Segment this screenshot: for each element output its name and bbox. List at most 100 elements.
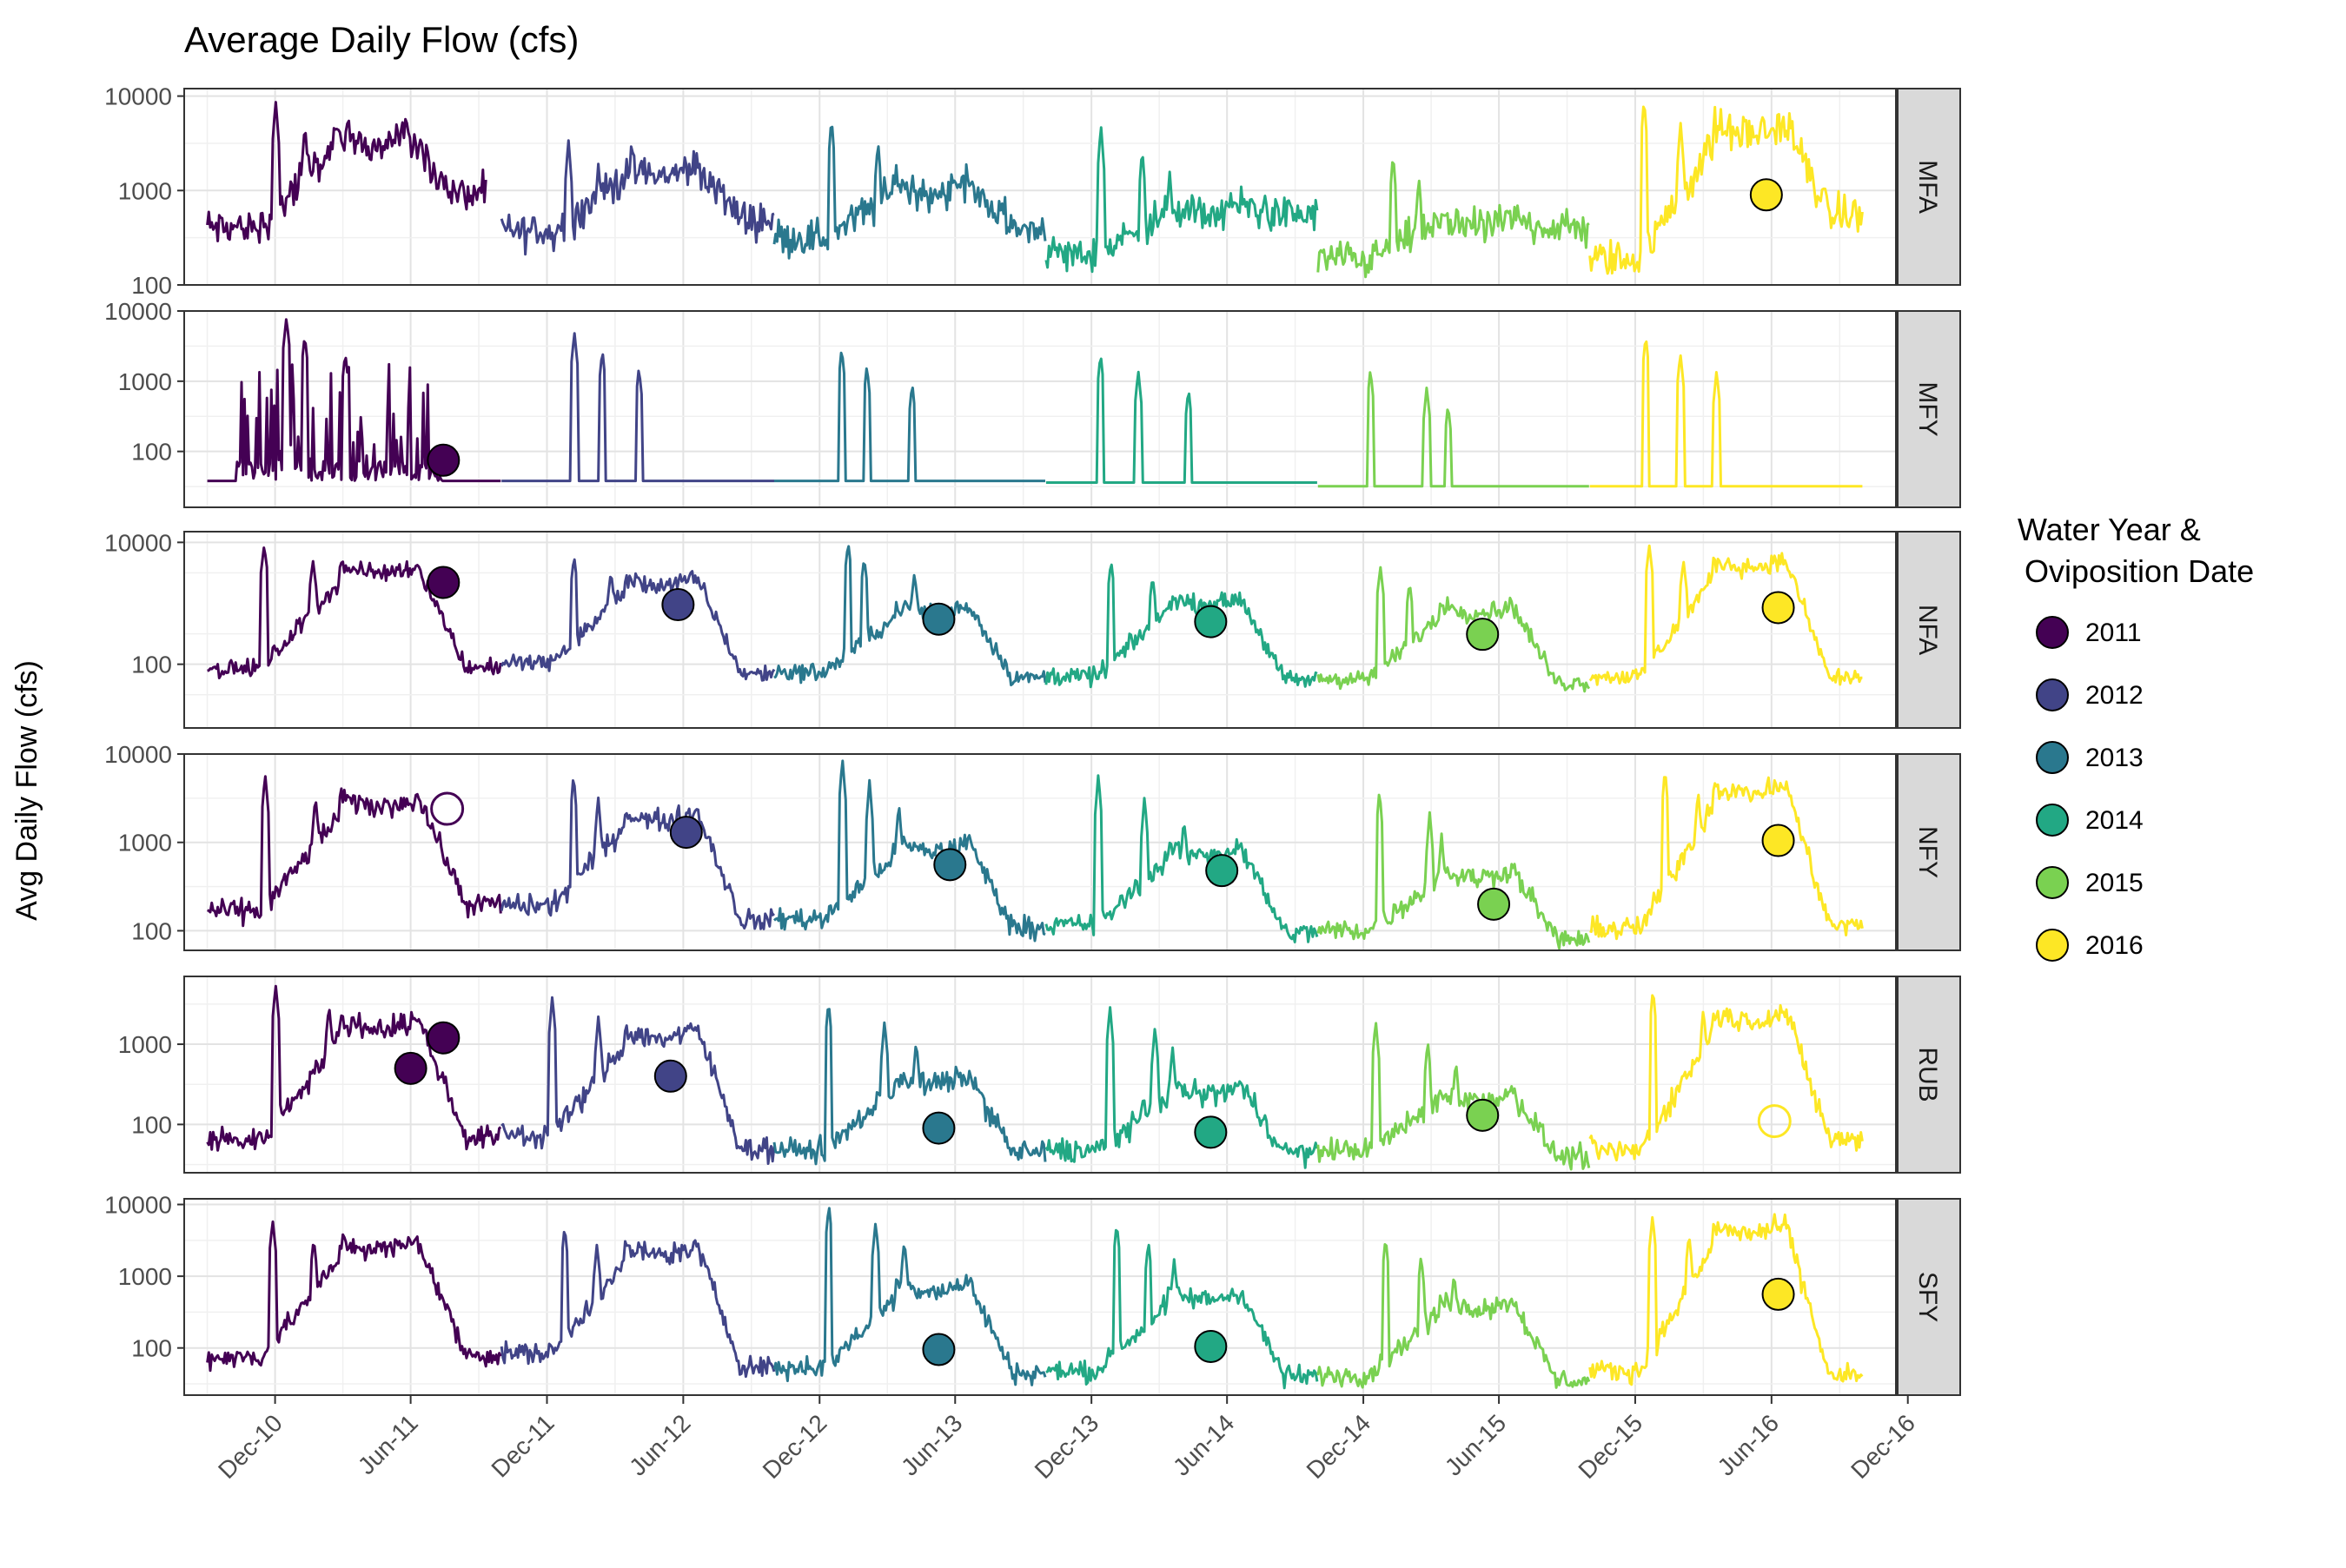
series-line-sfy-2012	[500, 1230, 776, 1379]
panel-background-nfa	[184, 532, 1896, 728]
series-line-nfa-2012	[500, 558, 776, 682]
oviposition-point-nfy-2016	[1761, 824, 1795, 857]
oviposition-point-mfa-2016	[1749, 178, 1783, 212]
y-tick-label: 10000	[104, 83, 172, 110]
series-line-nfa-2011	[207, 546, 502, 679]
y-tick-label: 1000	[118, 368, 172, 395]
series-line-mfy-2016	[1589, 340, 1863, 488]
facet-strip-sfy	[1897, 1198, 1961, 1396]
oviposition-point-nfa-2014	[1194, 605, 1228, 638]
series-line-mfa-2013	[772, 125, 1047, 260]
series-line-mfy-2015	[1317, 371, 1589, 488]
series-line-mfa-2012	[500, 139, 775, 256]
series-line-sfy-2011	[206, 1220, 502, 1373]
legend: Water Year & Oviposition Date 2011 2012 20…	[2018, 512, 2254, 962]
oviposition-point-nfa-2016	[1761, 591, 1795, 625]
y-tick-label: 1000	[118, 1263, 172, 1290]
oviposition-point-nfy-2015	[1477, 887, 1511, 921]
series-line-nfy-2012	[500, 779, 775, 930]
legend-label-2014: 2014	[2085, 806, 2144, 835]
facet-strip-mfy	[1897, 310, 1961, 508]
y-tick-label: 10000	[104, 298, 172, 325]
oviposition-point-rub-2012	[653, 1059, 687, 1093]
series-line-mfa-2016	[1588, 105, 1864, 275]
series-line-rub-2012	[500, 996, 776, 1165]
series-line-nfa-2015	[1316, 566, 1591, 693]
facet-label-mfy: MFY	[1913, 381, 1942, 436]
series-line-nfy-2013	[773, 759, 1046, 943]
facet-strip-mfa	[1897, 88, 1961, 286]
y-tick-label: 10000	[104, 741, 172, 768]
facet-label-rub: RUB	[1913, 1047, 1942, 1102]
series-line-nfa-2014	[1044, 563, 1318, 689]
oviposition-point-rub-2011	[427, 1021, 461, 1055]
panel-frame-nfa	[183, 531, 1897, 729]
series-line-sfy-2013	[772, 1207, 1047, 1386]
chart-title: Average Daily Flow (cfs)	[184, 19, 579, 60]
oviposition-point-nfa-2013	[922, 602, 956, 636]
oviposition-point-rub-2014	[1194, 1115, 1228, 1149]
series-line-mfa-2011	[206, 101, 487, 244]
oviposition-point-nfa-2012	[661, 588, 695, 622]
panel-background-nfy	[184, 754, 1896, 950]
legend-title-line1: Water Year &	[2018, 512, 2201, 547]
facet-label-mfa: MFA	[1913, 160, 1942, 214]
legend-key-2013	[2036, 741, 2069, 774]
legend-label-2011: 2011	[2085, 619, 2142, 647]
facet-strip-rub	[1897, 976, 1961, 1174]
y-tick-label: 100	[131, 1335, 172, 1362]
series-line-sfy-2016	[1588, 1213, 1864, 1386]
y-tick-label: 100	[131, 439, 172, 466]
oviposition-point-nfy-2014	[1205, 854, 1239, 888]
series-line-rub-2011	[206, 984, 502, 1152]
series-line-nfy-2015	[1316, 793, 1591, 950]
legend-label-2012: 2012	[2085, 681, 2144, 710]
legend-key-2014	[2036, 804, 2069, 837]
legend-key-2016	[2036, 929, 2069, 962]
series-line-mfy-2014	[1045, 357, 1317, 484]
oviposition-point-sfy-2013	[922, 1333, 956, 1366]
facet-strip-nfy	[1897, 753, 1961, 951]
oviposition-point-sfy-2014	[1194, 1329, 1228, 1363]
series-line-nfa-2016	[1588, 544, 1863, 686]
legend-label-2016: 2016	[2085, 931, 2144, 960]
series-line-nfy-2014	[1044, 774, 1319, 943]
oviposition-point-nfy-2011	[430, 791, 465, 826]
oviposition-point-rub-2015	[1466, 1098, 1500, 1132]
y-tick-label: 1000	[118, 1031, 172, 1058]
panel-frame-mfy	[183, 310, 1897, 508]
series-line-sfy-2015	[1316, 1243, 1591, 1389]
series-line-nfy-2011	[207, 775, 502, 928]
legend-key-2011	[2036, 616, 2069, 649]
oviposition-point-rub-2011	[394, 1051, 427, 1085]
series-line-rub-2015	[1316, 1022, 1591, 1171]
facet-label-sfy: SFY	[1913, 1272, 1942, 1322]
series-line-rub-2016	[1588, 994, 1864, 1161]
series-line-mfy-2011	[207, 318, 501, 483]
panel-frame-rub	[183, 976, 1897, 1174]
y-tick-label: 1000	[118, 177, 172, 204]
legend-title-line2: Oviposition Date	[2025, 553, 2254, 589]
legend-key-2015	[2036, 866, 2069, 899]
legend-key-2012	[2036, 678, 2069, 711]
series-line-mfa-2015	[1316, 161, 1590, 279]
legend-label-2015: 2015	[2085, 869, 2144, 897]
oviposition-point-rub-2013	[922, 1111, 956, 1145]
facet-strip-nfa	[1897, 531, 1961, 729]
oviposition-point-nfy-2013	[933, 848, 967, 882]
series-line-mfa-2014	[1044, 126, 1319, 274]
legend-label-2013: 2013	[2085, 744, 2144, 772]
y-tick-label: 10000	[104, 1192, 172, 1219]
panel-frame-sfy	[183, 1198, 1897, 1396]
y-tick-label: 100	[131, 917, 172, 944]
y-tick-label: 100	[131, 1111, 172, 1138]
y-tick-label: 1000	[118, 830, 172, 857]
series-line-sfy-2014	[1045, 1228, 1319, 1390]
y-tick-label: 10000	[104, 529, 172, 556]
series-line-rub-2013	[772, 1008, 1047, 1166]
facet-label-nfy: NFY	[1913, 826, 1942, 878]
panel-frame-mfa	[183, 88, 1897, 286]
oviposition-point-rub-2016	[1757, 1104, 1792, 1139]
y-tick-label: 100	[131, 652, 172, 678]
